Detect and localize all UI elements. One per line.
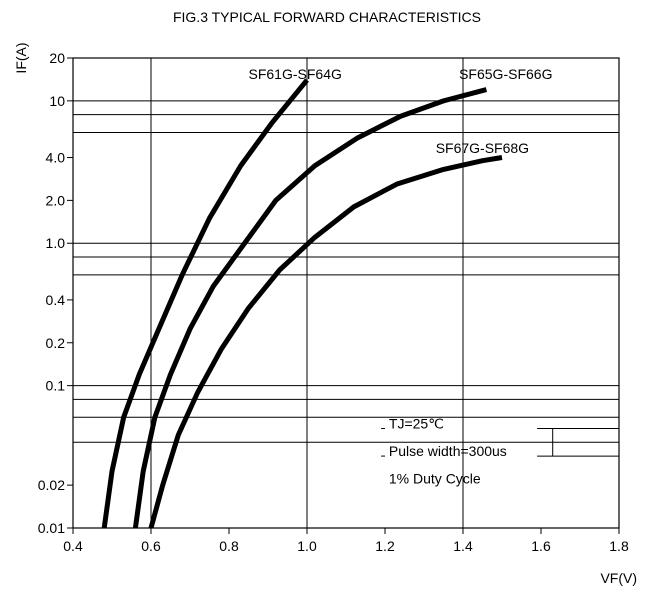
series-label-sf67g-sf68g: SF67G-SF68G: [436, 140, 529, 156]
y-tick-label-0-01: 0.01: [38, 520, 65, 536]
y-tick-label-10: 10: [49, 93, 65, 109]
x-tick-label-0-6: 0.6: [141, 538, 161, 554]
y-tick-label-0-4: 0.4: [46, 292, 66, 308]
series-line-sf67g-sf68g: [148, 155, 503, 529]
annotation-3: 1% Duty Cycle: [389, 471, 481, 487]
x-tick-label-1-4: 1.4: [453, 538, 473, 554]
y-axis-label: IF(A): [13, 42, 29, 73]
series-layer: [101, 78, 503, 529]
x-tick-label-0-8: 0.8: [219, 538, 239, 554]
x-tick-label-1-2: 1.2: [375, 538, 395, 554]
y-tick-label-0-1: 0.1: [46, 378, 66, 394]
annotation-2: Pulse width=300us: [389, 443, 507, 459]
plot-border: [72, 57, 620, 529]
series-label-layer: SF61G-SF64G SF65G-SF66G SF67G-SF68G: [249, 66, 553, 156]
annotation-layer: TJ=25℃ Pulse width=300us 1% Duty Cycle: [381, 415, 619, 487]
y-tick-label-0-2: 0.2: [46, 335, 66, 351]
y-tick-label-2: 2.0: [46, 192, 66, 208]
chart-title: FIG.3 TYPICAL FORWARD CHARACTERISTICS: [173, 9, 481, 25]
series-label-sf65g-sf66g: SF65G-SF66G: [459, 66, 552, 82]
x-axis-label: VF(V): [600, 570, 637, 586]
tick-layer: 0.4 0.6 0.8 1.0 1.2 1.4 1.6 1.8 0.01 0.02 0.1 0.2 0.…: [38, 50, 629, 554]
series-line-sf65g-sf66g: [132, 87, 488, 529]
y-tick-label-0-02: 0.02: [38, 477, 65, 493]
y-tick-label-1: 1.0: [46, 235, 66, 251]
y-tick-label-20: 20: [49, 50, 65, 66]
x-tick-label-0-4: 0.4: [63, 538, 83, 554]
series-label-sf61g-sf64g: SF61G-SF64G: [249, 66, 342, 82]
x-tick-label-1: 1.0: [297, 538, 317, 554]
x-tick-label-1-8: 1.8: [609, 538, 629, 554]
x-tick-label-1-6: 1.6: [531, 538, 551, 554]
series-line-sf61g-sf64g: [101, 78, 309, 529]
y-tick-label-4: 4.0: [46, 150, 66, 166]
plot-frame: [72, 57, 620, 529]
annotation-1: TJ=25℃: [389, 415, 444, 431]
